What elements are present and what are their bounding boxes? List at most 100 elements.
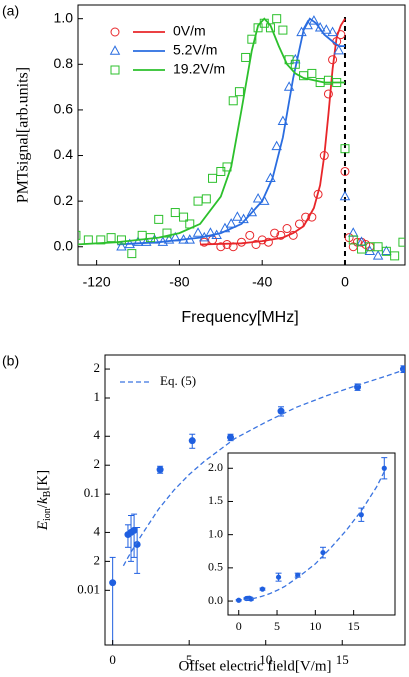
marker [399, 365, 405, 373]
marker [390, 251, 400, 261]
marker [109, 45, 121, 55]
marker [265, 23, 275, 33]
marker [145, 233, 155, 243]
marker [290, 59, 300, 69]
y-axis-title: Eion/kB[K] [35, 470, 53, 531]
marker [106, 233, 116, 243]
marker [263, 237, 273, 247]
x-tick-label: 10 [259, 652, 272, 667]
marker [188, 437, 196, 445]
y-tick-label: 0.5 [208, 560, 223, 574]
marker [238, 213, 249, 224]
marker [178, 234, 189, 244]
marker [272, 14, 282, 24]
legend-label: 5.2V/m [173, 42, 217, 58]
marker [201, 194, 211, 204]
marker [184, 234, 196, 244]
marker [216, 166, 226, 176]
marker [154, 214, 164, 224]
y-tick-label: 2 [94, 456, 101, 471]
marker [328, 55, 338, 65]
marker [192, 227, 204, 237]
marker [271, 140, 282, 151]
marker [276, 230, 286, 240]
marker [257, 235, 267, 245]
marker [83, 235, 93, 245]
marker [296, 26, 307, 37]
marker [348, 235, 358, 245]
marker [339, 190, 351, 201]
x-axis-title: Offset electric field[V/m] [179, 658, 332, 674]
y-tick-label: 1 [94, 389, 101, 404]
marker [265, 172, 276, 183]
x-tick-label: 5 [274, 619, 280, 633]
marker [277, 407, 285, 415]
marker [348, 227, 359, 237]
marker [211, 229, 222, 240]
marker [228, 96, 238, 106]
marker [222, 162, 232, 172]
marker [241, 52, 251, 62]
panel-label: (b) [2, 353, 19, 369]
panel-label: (a) [2, 3, 19, 19]
marker [307, 68, 317, 78]
x-axis-title: Frequency[MHz] [181, 309, 298, 326]
marker [133, 540, 141, 548]
marker [333, 44, 345, 55]
marker [208, 173, 218, 183]
marker [259, 586, 266, 592]
y-tick-label: 0.4 [54, 146, 74, 162]
marker [340, 144, 350, 154]
marker [96, 235, 106, 245]
marker [205, 227, 216, 237]
plot-frame [104, 354, 406, 646]
marker [320, 549, 326, 556]
marker [332, 78, 342, 88]
marker [232, 211, 243, 221]
marker [219, 222, 231, 233]
marker [247, 34, 257, 44]
marker [270, 228, 280, 238]
marker [282, 224, 292, 234]
marker [225, 218, 237, 228]
marker [308, 15, 320, 25]
marker [162, 228, 172, 238]
y-tick-label: 0.1 [84, 485, 100, 500]
y-tick-label: 2 [94, 360, 101, 375]
marker [124, 238, 135, 249]
marker [278, 25, 288, 35]
marker [259, 18, 269, 28]
marker [381, 246, 391, 256]
marker [248, 596, 254, 602]
marker [236, 597, 242, 603]
y-axis-title-part: k [35, 497, 51, 504]
marker [170, 231, 181, 242]
y-axis-title-part: ion [42, 508, 53, 521]
marker [275, 574, 282, 580]
marker [284, 55, 294, 65]
marker [398, 237, 405, 247]
fit-line [117, 17, 345, 246]
y-axis-title: PMTsignal[arb.units] [15, 67, 32, 203]
legend-label: 0V/m [173, 23, 206, 39]
x-tick-label: 15 [348, 619, 360, 633]
marker [381, 245, 392, 256]
y-tick-label: 1.0 [54, 9, 74, 25]
marker [252, 193, 264, 203]
marker [288, 230, 298, 240]
y-axis-title-part: E [35, 521, 51, 531]
marker [228, 242, 238, 252]
y-tick-label: 1.5 [208, 493, 223, 507]
marker [127, 249, 137, 259]
marker [110, 27, 120, 37]
y-tick-label: 0.0 [54, 237, 74, 253]
marker [110, 65, 120, 75]
x-tick-label: -80 [169, 274, 189, 290]
fit-line [78, 17, 345, 246]
marker [321, 24, 332, 34]
marker [179, 212, 189, 222]
marker [237, 237, 246, 247]
marker [193, 196, 203, 206]
marker [372, 250, 384, 260]
